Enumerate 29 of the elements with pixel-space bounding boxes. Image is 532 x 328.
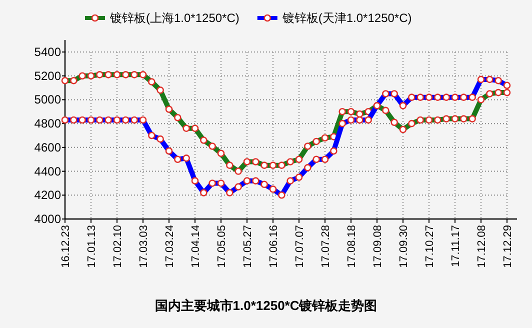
x-tick-label: 17.04.14 <box>190 225 202 268</box>
x-tick-label: 17.01.13 <box>86 225 98 268</box>
x-tick-label: 17.10.27 <box>424 225 436 268</box>
text: 国内主要城市1.0*1250*C镀锌板走势图 <box>154 298 378 313</box>
legend-label: 镀锌板(天津1.0*1250*C) <box>281 11 412 25</box>
x-tick-label: 17.02.10 <box>112 225 124 268</box>
y-tick-label: 5000 <box>34 92 62 107</box>
x-tick-label: 17.05.05 <box>216 225 228 268</box>
x-tick-label: 17.06.16 <box>268 225 280 268</box>
x-tick-label: 17.03.03 <box>138 225 150 268</box>
y-tick-label: 4200 <box>34 188 62 202</box>
x-tick-label: 17.07.07 <box>294 225 306 268</box>
y-tick-label: 4400 <box>34 164 62 178</box>
y-tick-label: 4600 <box>34 140 62 154</box>
x-tick-label: 17.05.27 <box>242 225 254 268</box>
x-tick-label: 16.12.23 <box>60 225 72 268</box>
y-tick-label: 4800 <box>34 116 62 131</box>
x-tick-label: 17.11.17 <box>450 225 462 268</box>
x-tick-label: 17.08.18 <box>346 225 358 268</box>
x-tick-label: 17.09.30 <box>398 225 410 268</box>
x-tick-label: 17.12.29 <box>502 225 514 268</box>
y-tick-label: 5400 <box>34 45 62 59</box>
x-tick-label: 17.03.24 <box>164 225 176 268</box>
legend-label: 镀锌板(上海1.0*1250*C) <box>109 11 240 25</box>
y-tick-label: 4000 <box>34 212 62 226</box>
x-tick-label: 17.07.28 <box>320 225 332 268</box>
y-tick-label: 5200 <box>34 68 62 83</box>
x-tick-label: 17.09.08 <box>372 225 384 268</box>
x-tick-label: 17.12.08 <box>476 225 488 268</box>
